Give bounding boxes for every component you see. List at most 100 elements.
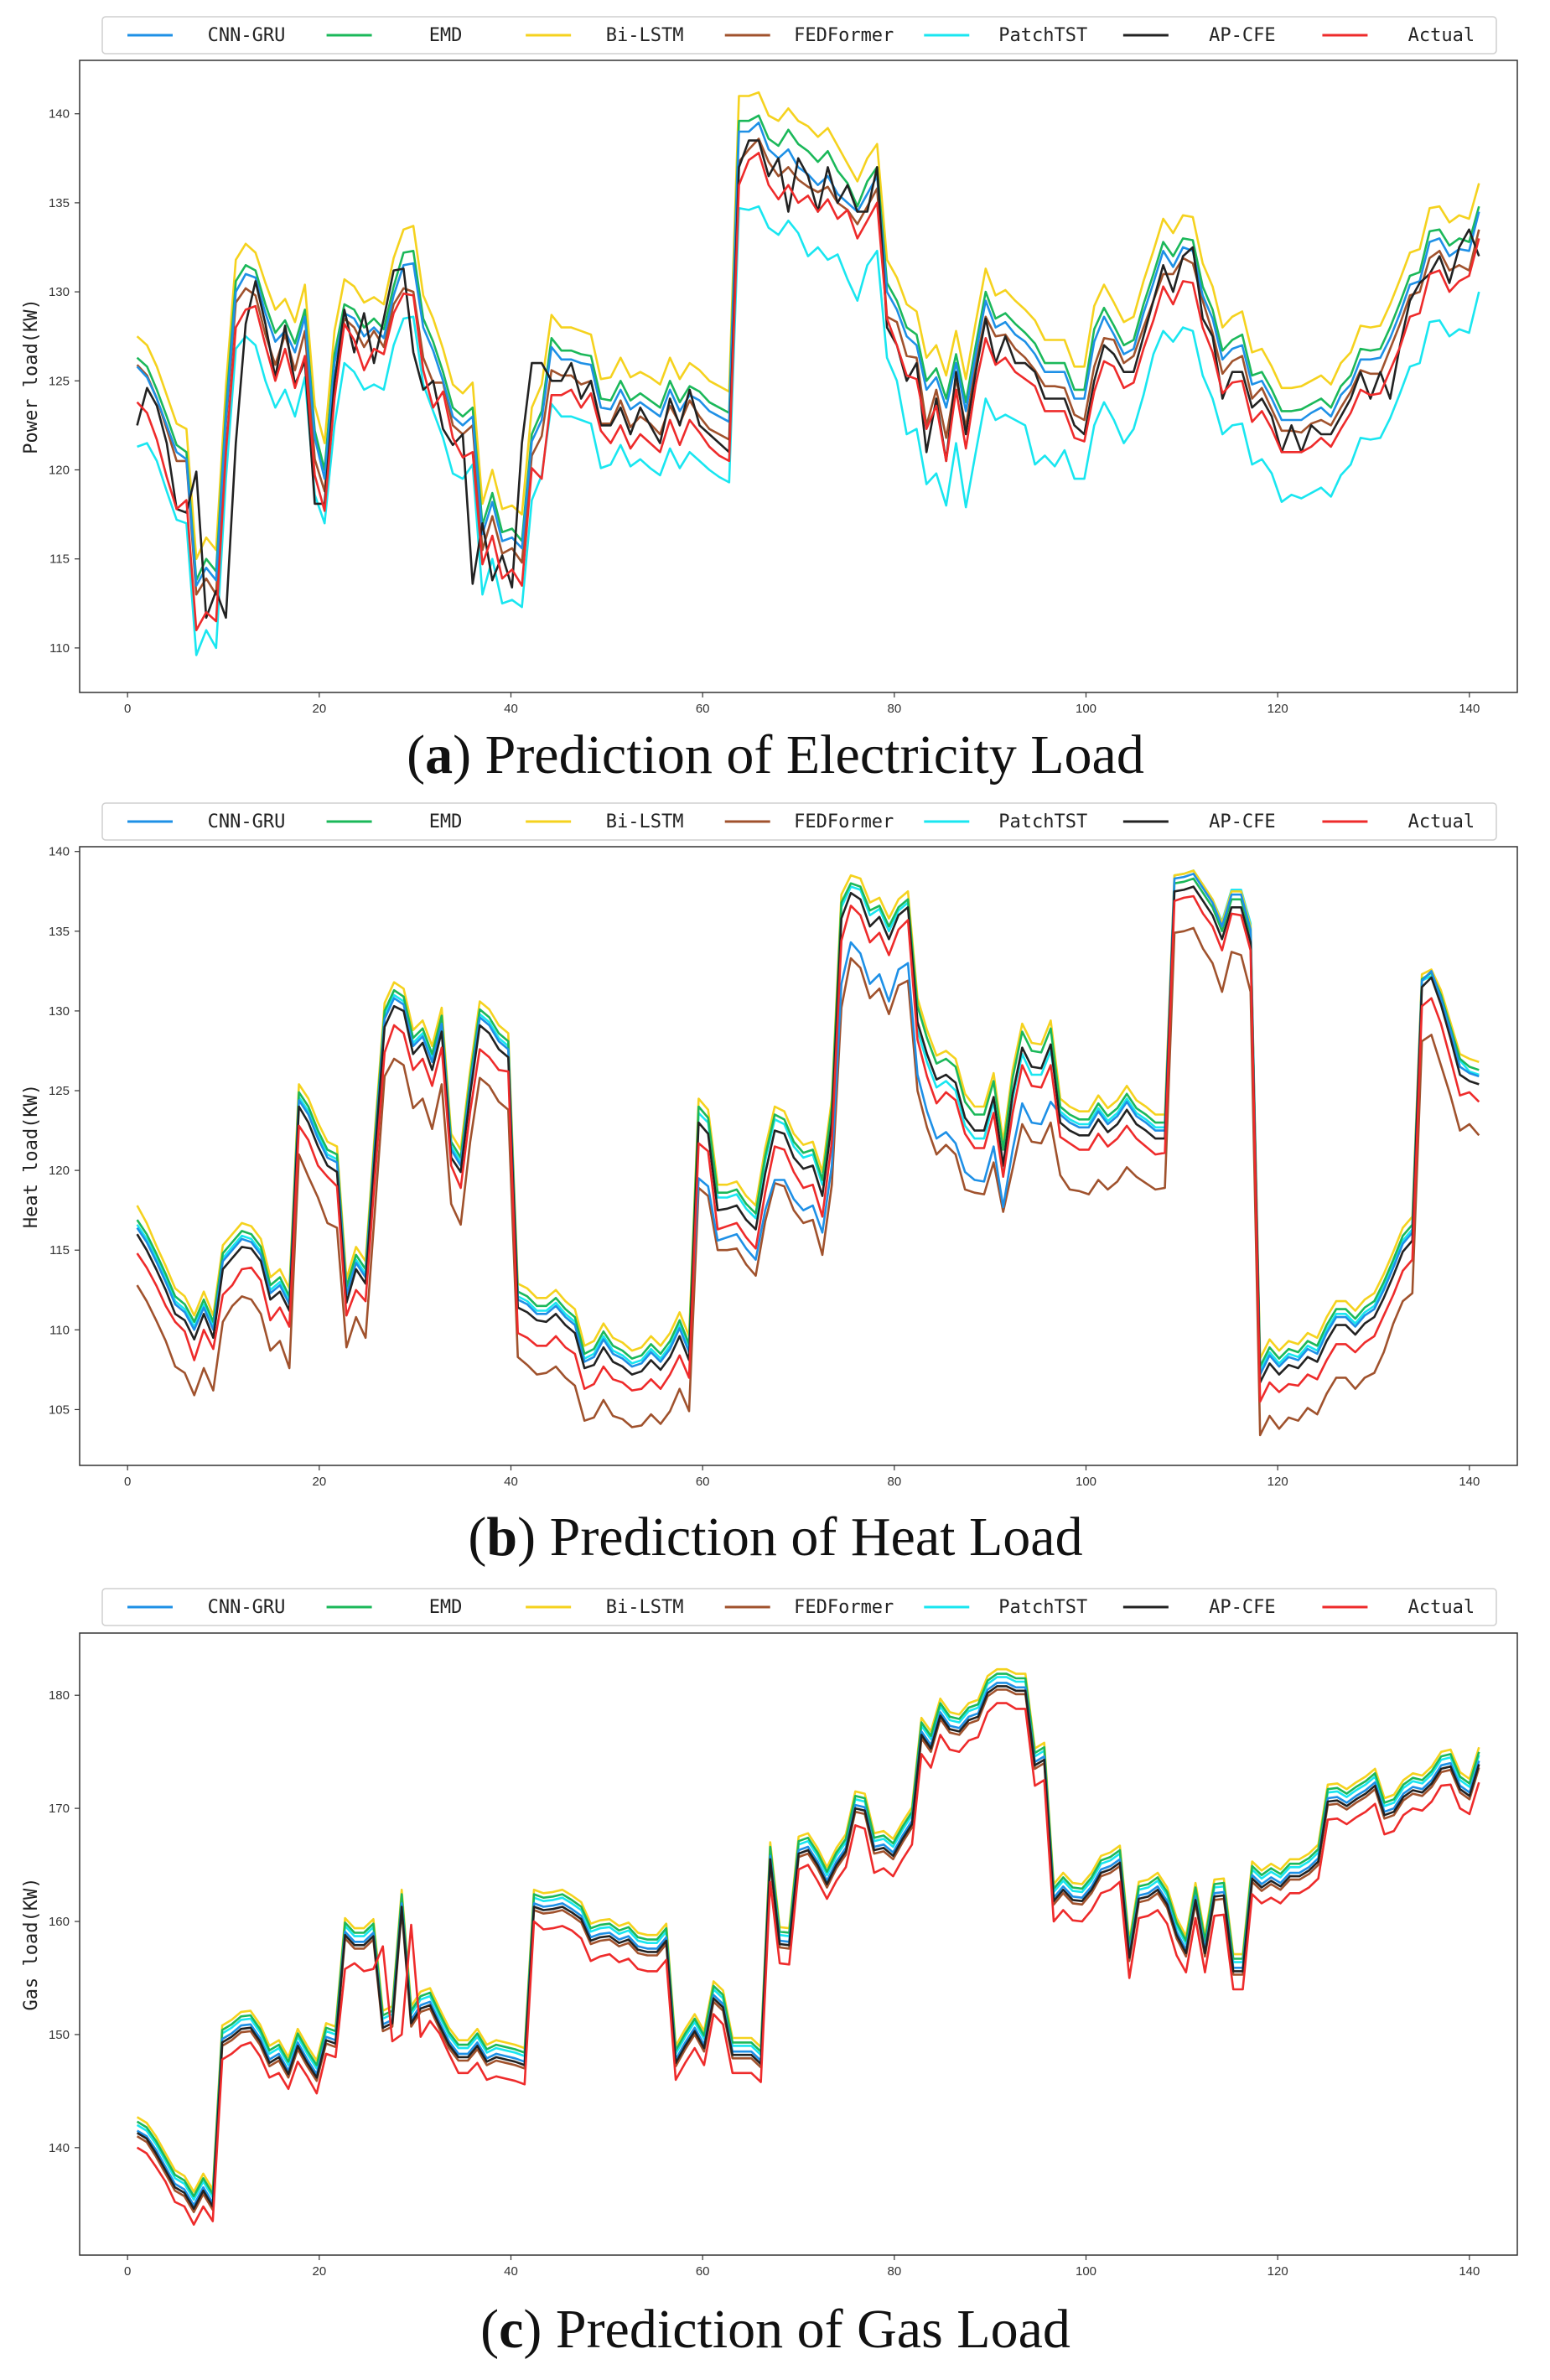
x-tick-label: 40 (504, 1475, 518, 1489)
y-tick-label: 130 (49, 285, 70, 299)
legend: CNN-GRU EMD Bi-LSTM FEDFormer PatchTST AP-CFE… (101, 1588, 1497, 1626)
legend-label: FEDFormer (794, 1597, 894, 1618)
caption-letter: c (499, 2299, 523, 2360)
series-line-emd (136, 114, 1480, 582)
y-tick-label: 140 (49, 107, 70, 122)
legend-label: Bi-LSTM (606, 25, 684, 46)
caption-text: Prediction of Heat Load (550, 1506, 1083, 1568)
y-axis-label: Heat load(KW) (21, 1084, 42, 1228)
x-tick-label: 80 (887, 2264, 901, 2279)
axes: 0 20 40 60 80 100 120 140 140 150 160 170 180 (49, 1688, 1480, 2279)
chart-electricity-load: CNN-GRU EMD Bi-LSTM FEDFormer PatchTST AP-CFE… (21, 16, 1518, 786)
series-line-ap-cfe (136, 139, 1480, 620)
x-tick-label: 120 (1267, 2264, 1288, 2279)
y-tick-label: 110 (49, 641, 70, 656)
y-axis-label: Gas load(KW) (21, 1878, 42, 2011)
x-tick-label: 80 (887, 702, 901, 716)
series-line-patchtst (136, 1676, 1480, 2201)
legend-label: PatchTST (998, 811, 1087, 832)
chart-gas-load: CNN-GRU EMD Bi-LSTM FEDFormer PatchTST AP-CFE… (21, 1588, 1518, 2360)
legend-label: PatchTST (998, 25, 1087, 46)
series-line-bi-lstm (136, 91, 1480, 561)
plot-frame (79, 1632, 1518, 2256)
axes: 0 20 40 60 80 100 120 140 105 110 115 120 125 130 135 1… (49, 845, 1480, 1489)
series-line-bi-lstm (136, 1667, 1480, 2193)
series-line-ap-cfe (136, 1685, 1480, 2210)
legend-label: PatchTST (998, 1597, 1087, 1618)
x-tick-label: 20 (312, 2264, 326, 2279)
x-tick-label: 60 (696, 1475, 710, 1489)
series-line-emd (136, 877, 1480, 1368)
y-tick-label: 125 (49, 1084, 70, 1098)
axes: 0 20 40 60 80 100 120 140 110 115 120 125 130 135 140 (49, 107, 1480, 716)
y-tick-label: 125 (49, 374, 70, 388)
series-line-fedformer (136, 1688, 1480, 2213)
y-tick-label: 110 (49, 1323, 70, 1337)
series-group (136, 1667, 1480, 2226)
caption-letter: b (486, 1506, 517, 1568)
legend-box (101, 1588, 1497, 1626)
x-tick-label: 120 (1267, 1475, 1288, 1489)
legend-label: EMD (429, 1597, 463, 1618)
legend-box (101, 16, 1497, 54)
y-tick-label: 120 (49, 464, 70, 478)
y-tick-label: 115 (49, 1243, 70, 1257)
legend-label: CNN-GRU (208, 25, 286, 46)
y-tick-label: 105 (49, 1403, 70, 1417)
x-tick-label: 40 (504, 2264, 518, 2279)
x-tick-label: 100 (1076, 1475, 1096, 1489)
y-tick-label: 140 (49, 845, 70, 859)
series-line-ap-cfe (136, 885, 1480, 1384)
series-line-actual (136, 1702, 1480, 2226)
x-tick-label: 0 (124, 702, 131, 716)
x-tick-label: 100 (1076, 2264, 1096, 2279)
legend-label: AP-CFE (1209, 25, 1275, 46)
legend: CNN-GRU EMD Bi-LSTM FEDFormer PatchTST AP-CFE… (101, 16, 1497, 54)
plot-frame (79, 60, 1518, 693)
legend-label: Bi-LSTM (606, 811, 684, 832)
y-tick-label: 180 (49, 1688, 70, 1703)
legend-label: Actual (1408, 25, 1475, 46)
x-tick-label: 100 (1076, 702, 1096, 716)
y-tick-label: 160 (49, 1915, 70, 1929)
series-group (136, 91, 1480, 656)
plot-frame (79, 846, 1518, 1466)
legend-label: CNN-GRU (208, 811, 286, 832)
x-tick-label: 60 (696, 702, 710, 716)
x-tick-label: 140 (1459, 702, 1480, 716)
caption-text: Prediction of Electricity Load (485, 724, 1144, 786)
legend-label: Bi-LSTM (606, 1597, 684, 1618)
legend-label: CNN-GRU (208, 1597, 286, 1618)
legend: CNN-GRU EMD Bi-LSTM FEDFormer PatchTST AP-CFE… (101, 802, 1497, 841)
series-line-actual (136, 894, 1480, 1403)
x-tick-label: 20 (312, 702, 326, 716)
series-line-patchtst (137, 205, 1480, 656)
x-tick-label: 140 (1459, 2264, 1480, 2279)
series-line-cnn-gru (136, 873, 1480, 1376)
y-axis-label: Power load(KW) (21, 298, 42, 454)
x-tick-label: 20 (312, 1475, 326, 1489)
series-line-emd (136, 1672, 1480, 2198)
x-tick-label: 0 (124, 2264, 131, 2279)
x-tick-label: 80 (887, 1475, 901, 1489)
y-tick-label: 170 (49, 1802, 70, 1816)
caption: (c) Prediction of Gas Load (480, 2299, 1070, 2360)
y-tick-label: 135 (49, 925, 70, 939)
series-line-actual (136, 152, 1480, 632)
legend-label: Actual (1408, 811, 1475, 832)
legend-label: FEDFormer (794, 811, 894, 832)
y-tick-label: 115 (49, 552, 70, 567)
series-group (136, 869, 1480, 1437)
x-tick-label: 40 (504, 702, 518, 716)
chart-heat-load: CNN-GRU EMD Bi-LSTM FEDFormer PatchTST AP-CFE… (21, 802, 1518, 1568)
series-line-patchtst (136, 869, 1480, 1373)
y-tick-label: 140 (49, 2141, 70, 2155)
y-tick-label: 150 (49, 2028, 70, 2042)
x-tick-label: 0 (124, 1475, 131, 1489)
legend-label: Actual (1408, 1597, 1475, 1618)
x-tick-label: 60 (696, 2264, 710, 2279)
y-tick-label: 135 (49, 196, 70, 210)
legend-label: AP-CFE (1209, 811, 1275, 832)
y-tick-label: 130 (49, 1004, 70, 1019)
